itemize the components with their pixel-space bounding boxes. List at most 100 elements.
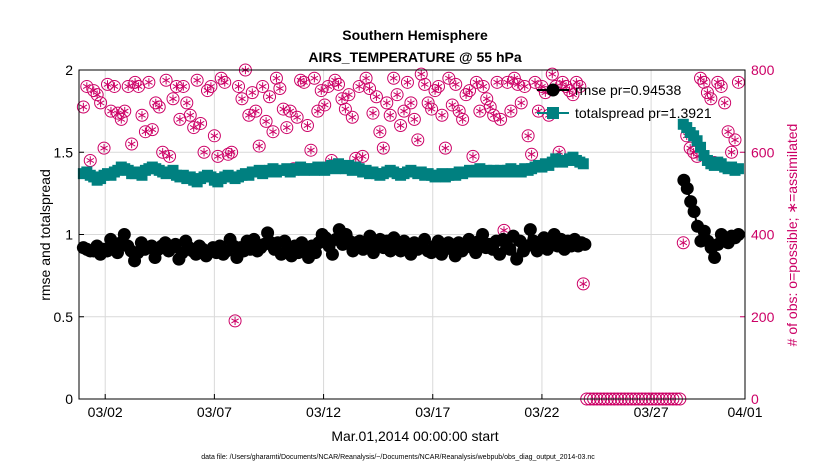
y-axis-right: 0 200 400 600 800 bbox=[740, 62, 775, 407]
rmse-point bbox=[503, 242, 517, 256]
obs-point bbox=[414, 67, 428, 81]
obs-point bbox=[387, 71, 401, 85]
obs-point bbox=[97, 141, 111, 155]
legend: rmse pr=0.94538 totalspread pr=1.3921 bbox=[537, 82, 712, 121]
rmse-point bbox=[476, 228, 490, 241]
obs-point bbox=[376, 141, 390, 155]
rmse-point bbox=[493, 247, 507, 261]
obs-point bbox=[145, 123, 159, 137]
obs-point bbox=[159, 73, 173, 87]
obs-point bbox=[449, 77, 463, 91]
obs-point bbox=[373, 125, 387, 139]
obs-point bbox=[300, 119, 314, 133]
rmse-point bbox=[308, 246, 322, 260]
obs-point bbox=[304, 143, 318, 157]
x-tick-label: 04/01 bbox=[727, 404, 762, 420]
obs-point bbox=[487, 108, 501, 122]
rmse-point bbox=[578, 237, 592, 251]
rmse-point bbox=[325, 247, 339, 261]
obs-point bbox=[442, 71, 456, 85]
obs-point bbox=[494, 112, 508, 126]
obs-point bbox=[345, 110, 359, 124]
obs-point bbox=[194, 116, 208, 130]
x-tick-label: 03/12 bbox=[306, 404, 341, 420]
y-tick-left-label: 0.5 bbox=[54, 309, 74, 325]
obs-point bbox=[225, 145, 239, 159]
x-tick-label: 03/22 bbox=[524, 404, 559, 420]
obs-point bbox=[314, 84, 328, 98]
obs-point bbox=[359, 71, 373, 85]
rmse-point bbox=[731, 228, 745, 241]
obs-point bbox=[421, 96, 435, 110]
obs-point bbox=[363, 82, 377, 96]
obs-point bbox=[249, 104, 263, 118]
obs-point bbox=[76, 100, 90, 114]
spread-point bbox=[732, 163, 744, 175]
spread-point bbox=[691, 135, 703, 147]
obs-point bbox=[407, 112, 421, 126]
obs-point bbox=[156, 145, 170, 159]
obs-point bbox=[518, 79, 532, 93]
obs-point bbox=[80, 79, 94, 93]
obs-point bbox=[94, 96, 108, 110]
obs-point bbox=[125, 137, 139, 151]
obs-point bbox=[166, 92, 180, 106]
obs-point bbox=[187, 121, 201, 135]
obs-point bbox=[252, 139, 266, 153]
y-axis-left-label: rmse and totalspread bbox=[37, 169, 53, 301]
obs-point bbox=[411, 133, 425, 147]
obs-point bbox=[369, 90, 383, 104]
y-axis-right-label: # of obs: o=possible; ∗=assimilated bbox=[784, 124, 800, 347]
obs-point bbox=[490, 75, 504, 89]
obs-point bbox=[431, 79, 445, 93]
obs-point bbox=[397, 104, 411, 118]
obs-point bbox=[380, 96, 394, 110]
obs-point bbox=[163, 149, 177, 163]
obs-point bbox=[83, 153, 97, 167]
x-tick-label: 03/07 bbox=[197, 404, 232, 420]
footnote: data file: /Users/gharamti/Documents/NCA… bbox=[201, 454, 595, 461]
obs-point bbox=[504, 104, 518, 118]
x-axis: 03/02 03/07 03/12 03/17 03/22 03/27 04/01 bbox=[88, 394, 763, 420]
obs-point bbox=[256, 79, 270, 93]
x-axis-label: Mar.01,2014 00:00:00 start bbox=[331, 428, 498, 444]
obs-point bbox=[342, 88, 356, 102]
y-tick-right-label: 200 bbox=[751, 309, 775, 325]
rmse-point bbox=[523, 223, 537, 237]
obs-point bbox=[528, 75, 542, 89]
y-tick-left-label: 2 bbox=[65, 62, 73, 78]
obs-point bbox=[514, 96, 528, 110]
obs-point bbox=[390, 88, 404, 102]
rmse-point bbox=[261, 226, 275, 240]
obs-point bbox=[335, 92, 349, 106]
obs-point bbox=[566, 88, 580, 102]
obs-point bbox=[418, 77, 432, 91]
obs-point bbox=[266, 125, 280, 139]
obs-point bbox=[242, 108, 256, 122]
obs-point bbox=[469, 75, 483, 89]
rmse-point bbox=[684, 195, 698, 209]
obs-point bbox=[463, 84, 477, 98]
obs-point bbox=[704, 92, 718, 106]
obs-point bbox=[338, 102, 352, 116]
obs-point bbox=[725, 145, 739, 159]
obs-point bbox=[169, 79, 183, 93]
legend-rmse-label: rmse pr=0.94538 bbox=[575, 82, 681, 98]
obs-point bbox=[332, 77, 346, 91]
obs-series bbox=[76, 63, 745, 406]
obs-point bbox=[400, 75, 414, 89]
x-tick-label: 03/27 bbox=[634, 404, 669, 420]
obs-point bbox=[676, 236, 690, 250]
obs-point bbox=[366, 106, 380, 120]
obs-point bbox=[714, 79, 728, 93]
obs-point bbox=[269, 71, 283, 85]
obs-point bbox=[728, 133, 742, 147]
obs-point bbox=[466, 149, 480, 163]
obs-point bbox=[356, 149, 370, 163]
obs-point bbox=[180, 96, 194, 110]
obs-point bbox=[228, 314, 242, 328]
obs-point bbox=[107, 79, 121, 93]
legend-spread-label: totalspread pr=1.3921 bbox=[575, 105, 712, 121]
obs-point bbox=[245, 86, 259, 100]
